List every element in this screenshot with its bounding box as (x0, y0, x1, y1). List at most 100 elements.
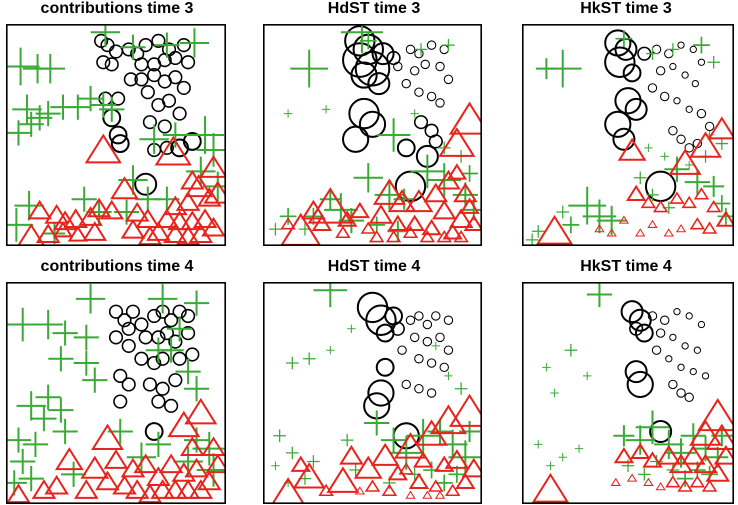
circle-marker (172, 106, 187, 121)
plus-marker (556, 205, 570, 219)
circle-marker (110, 134, 130, 153)
triangle-marker (453, 182, 478, 203)
circle-marker (696, 108, 707, 119)
plus-marker (6, 120, 32, 146)
triangle-marker (419, 229, 436, 243)
panel-title: contributions time 4 (40, 258, 194, 275)
panel-title: contributions time 3 (40, 0, 194, 17)
circle-marker (365, 304, 397, 336)
triangle-marker (180, 436, 205, 457)
circle-marker (647, 83, 658, 93)
circle-marker (443, 345, 454, 355)
circle-marker (422, 336, 433, 347)
circle-marker (435, 61, 445, 72)
triangle-marker (368, 229, 385, 243)
circle-marker (164, 313, 179, 328)
plus-marker (613, 425, 635, 447)
plus-marker (99, 96, 125, 122)
circle-marker (435, 332, 445, 343)
circle-marker (164, 398, 179, 413)
circle-marker (117, 313, 132, 328)
triangle-marker (617, 137, 647, 161)
circle-marker (396, 138, 416, 158)
plus-marker (562, 216, 580, 234)
triangle-marker (444, 483, 461, 497)
triangle-marker (713, 444, 734, 465)
circle-marker (677, 41, 685, 49)
plus-marker (435, 474, 453, 492)
circle-marker (673, 308, 681, 316)
triangle-marker (31, 479, 57, 499)
triangle-marker (339, 444, 364, 465)
triangle-marker (192, 208, 218, 228)
circle-marker (367, 72, 391, 96)
plus-marker (525, 233, 539, 246)
plot-frame (522, 24, 734, 246)
plus-marker (71, 186, 97, 212)
triangle-marker (364, 479, 381, 492)
circle-marker (684, 143, 694, 153)
circle-marker (659, 315, 670, 325)
triangle-marker (697, 398, 734, 432)
plus-marker (359, 32, 377, 50)
plus-marker (6, 427, 32, 453)
triangle-marker (91, 423, 125, 451)
circle-marker (668, 125, 678, 136)
plus-marker (693, 36, 710, 54)
plus-marker (654, 429, 684, 460)
triangle-marker (80, 455, 110, 479)
plus-marker (120, 34, 146, 60)
triangle-marker (423, 182, 449, 203)
triangle-marker (120, 218, 146, 239)
circle-marker (620, 300, 644, 324)
plus-marker (685, 160, 694, 170)
triangle-marker (326, 466, 360, 493)
plus-marker (302, 352, 316, 366)
triangle-marker (442, 223, 463, 240)
plus-marker (321, 105, 331, 114)
plus-marker (183, 290, 210, 316)
circle-marker (651, 345, 662, 355)
circle-marker (420, 59, 430, 70)
triangle-marker (412, 451, 434, 468)
triangle-marker (184, 457, 209, 478)
plus-marker (542, 363, 551, 372)
circle-marker (612, 127, 636, 151)
circle-marker (664, 48, 674, 59)
triangle-marker (44, 204, 69, 224)
plus-marker (452, 182, 478, 208)
triangle-marker (689, 475, 706, 488)
circle-marker (701, 372, 710, 380)
panel-title: HdST time 4 (327, 258, 421, 275)
triangle-marker (180, 169, 205, 190)
circle-marker (629, 321, 644, 336)
plus-marker (286, 446, 299, 460)
triangle-marker (52, 221, 74, 238)
plus-marker (283, 109, 293, 118)
plus-marker (271, 461, 280, 470)
plus-marker (444, 371, 453, 381)
plus-marker (22, 431, 49, 457)
circle-marker (405, 44, 416, 55)
triangle-marker (415, 419, 449, 446)
plus-marker (340, 24, 383, 54)
circle-marker (182, 132, 202, 151)
circle-marker (685, 105, 693, 113)
triangle-marker (393, 432, 427, 459)
triangle-marker (336, 210, 358, 227)
scatter-plot (522, 24, 734, 246)
triangle-marker (531, 472, 570, 503)
plus-marker (75, 284, 106, 314)
triangle-marker (663, 228, 674, 237)
circle-marker (342, 42, 378, 78)
circle-marker (681, 71, 689, 79)
plus-marker (326, 346, 335, 355)
circle-marker (180, 325, 196, 341)
triangle-marker (205, 453, 226, 474)
plus-marker (307, 455, 320, 468)
circle-marker (443, 74, 454, 85)
triangle-marker (311, 214, 333, 231)
triangle-marker (349, 201, 371, 219)
triangle-marker (27, 199, 52, 220)
circle-marker (697, 320, 706, 329)
